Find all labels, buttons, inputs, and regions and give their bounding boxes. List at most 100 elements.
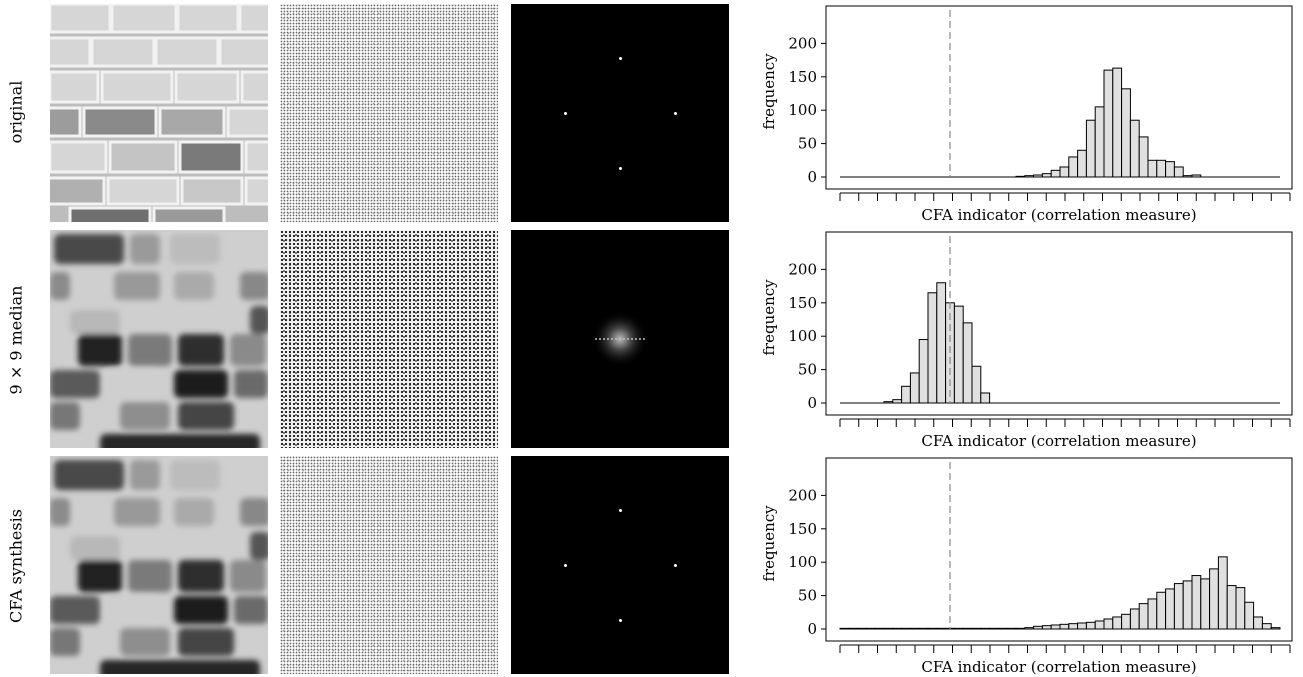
histogram-bar [1112,67,1123,178]
histogram-bar [1191,575,1202,630]
y-tick-label: 100 [788,101,817,119]
histogram-bar [1244,601,1255,630]
brick-image-median [50,230,268,448]
y-tick-label: 50 [798,361,817,379]
histogram-bar [1182,580,1193,630]
histogram-bar [1050,169,1061,178]
brick-image-original [50,4,268,222]
histogram-bar [1253,616,1263,630]
histogram-bar [936,282,947,404]
y-axis-label: frequency [760,505,778,582]
histogram-bar [901,627,911,630]
histogram-bar [1261,623,1272,630]
y-tick-label: 100 [788,327,817,345]
histogram-bar [857,627,867,630]
histogram-bar [1270,627,1281,630]
histogram-original: 0 50 100 150 200 frequency CFA indicator (corr… [760,2,1300,224]
histogram-bar [1165,588,1175,630]
histogram-bar [962,322,973,404]
spectral-peak [674,564,677,567]
histogram-bar [953,627,964,630]
histogram-bar [1138,136,1149,178]
histogram-bar [1112,616,1123,630]
histogram-bar [971,627,982,630]
histogram-bar [865,627,876,630]
histogram-bar [1068,623,1079,630]
histogram-bar [1121,88,1131,178]
histogram-bar [1191,174,1202,178]
histogram-bar [1103,618,1114,630]
histogram-bar [1059,166,1070,178]
histogram-bar [1077,622,1087,630]
histogram-bar [1015,627,1026,630]
histogram-bar [989,627,999,630]
histogram-bar [909,627,920,630]
histogram-bar [1041,625,1052,630]
y-tick-label: 200 [788,260,817,278]
y-tick-label: 100 [788,553,817,571]
x-axis-label: CFA indicator (correlation measure) [921,432,1196,450]
histogram-bar [883,627,894,630]
histogram-bar [918,627,929,630]
histogram-bar [848,627,859,630]
histogram-bar [1024,175,1035,178]
histogram-bar [980,392,991,404]
histogram-bar [1156,159,1167,178]
brick-image-cfa-synthesis [50,456,268,674]
y-tick-label: 150 [788,520,817,538]
y-tick-label: 200 [788,486,817,504]
histogram-bar [1235,587,1246,630]
x-axis-label: CFA indicator (correlation measure) [921,658,1196,676]
histogram-bar [953,305,964,404]
residual-map-cfa-synthesis [280,456,498,674]
histogram-bar [918,339,929,404]
histogram-bar [1129,119,1140,178]
y-tick-label: 0 [807,620,817,638]
histogram-bar [1156,591,1167,630]
histogram-bar [927,292,938,404]
histogram-bar [1050,624,1061,630]
histogram-bar [962,627,973,630]
histogram-bar [1033,174,1043,178]
histogram-bar [1006,627,1017,630]
histogram-bar [901,385,911,404]
spectral-peak [674,112,677,115]
y-axis-label: frequency [760,53,778,130]
histogram-bar [980,627,991,630]
histogram-bar [1173,166,1184,178]
histogram-bar [1024,627,1035,630]
histogram-bar [1041,173,1052,178]
spectral-peak [619,167,622,170]
histogram-bar [1103,69,1114,178]
histogram-bar [1165,161,1175,178]
histogram-bar [1059,623,1070,630]
histogram-bar [1094,620,1105,630]
histogram-bar [1217,556,1228,630]
spectral-peak [619,619,622,622]
y-tick-label: 0 [807,168,817,186]
histogram-bar [909,372,920,404]
histogram-bar [874,627,885,630]
histogram-bar [1173,583,1184,630]
plot-frame [825,5,1293,190]
histogram-bar [927,627,938,630]
histogram-bar [997,627,1008,630]
histogram-bar [1085,119,1096,178]
histogram-bar [1200,578,1211,630]
histogram-bar [1129,608,1140,630]
histogram-cfa-synthesis: 0 50 100 150 200 frequency CFA indicator (corr… [760,454,1300,676]
histogram-bar [892,399,903,404]
fourier-spectrum-original [511,4,729,222]
histogram-bar [883,401,894,404]
histogram-median: 0 50 100 150 200 frequency CFA indicator (corr… [760,228,1300,450]
histogram-bar [1033,625,1043,630]
row-label-cfa-synthesis: CFA synthesis [6,509,26,623]
spectral-peak [619,57,622,60]
histogram-bar [892,627,903,630]
y-tick-label: 50 [798,587,817,605]
histogram-bar [839,627,850,630]
histogram-bar [971,365,982,404]
y-tick-label: 150 [788,68,817,86]
histogram-bar [936,627,947,630]
spectral-peak [564,564,567,567]
